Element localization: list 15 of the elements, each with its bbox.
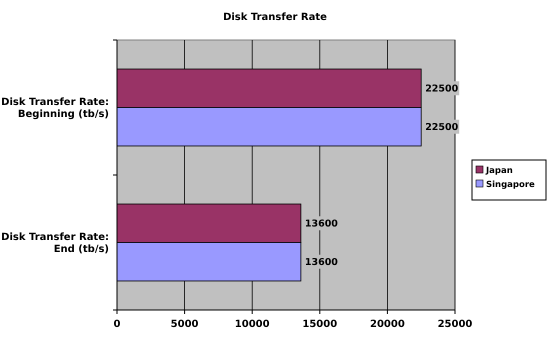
- y-tick-label: Disk Transfer Rate: Beginning (tb/s): [1, 97, 109, 120]
- data-label: 13600: [304, 218, 338, 230]
- data-label: 13600: [304, 257, 338, 268]
- x-tick-label: 5000: [170, 319, 199, 330]
- x-tick-label: 20000: [370, 319, 405, 330]
- x-tick-label: 10000: [234, 319, 270, 330]
- x-tick-label: 0: [114, 319, 121, 330]
- chart-title: Disk Transfer Rate: [223, 12, 328, 23]
- legend-label: Japan: [485, 166, 513, 176]
- x-tick-label: 15000: [302, 319, 338, 330]
- y-tick-label: Disk Transfer Rate: End (tb/s): [1, 232, 109, 255]
- data-label: 22500: [425, 84, 459, 95]
- legend-label: Singapore: [486, 180, 536, 190]
- data-label: 22500: [425, 122, 459, 134]
- x-tick-label: 25000: [438, 319, 472, 330]
